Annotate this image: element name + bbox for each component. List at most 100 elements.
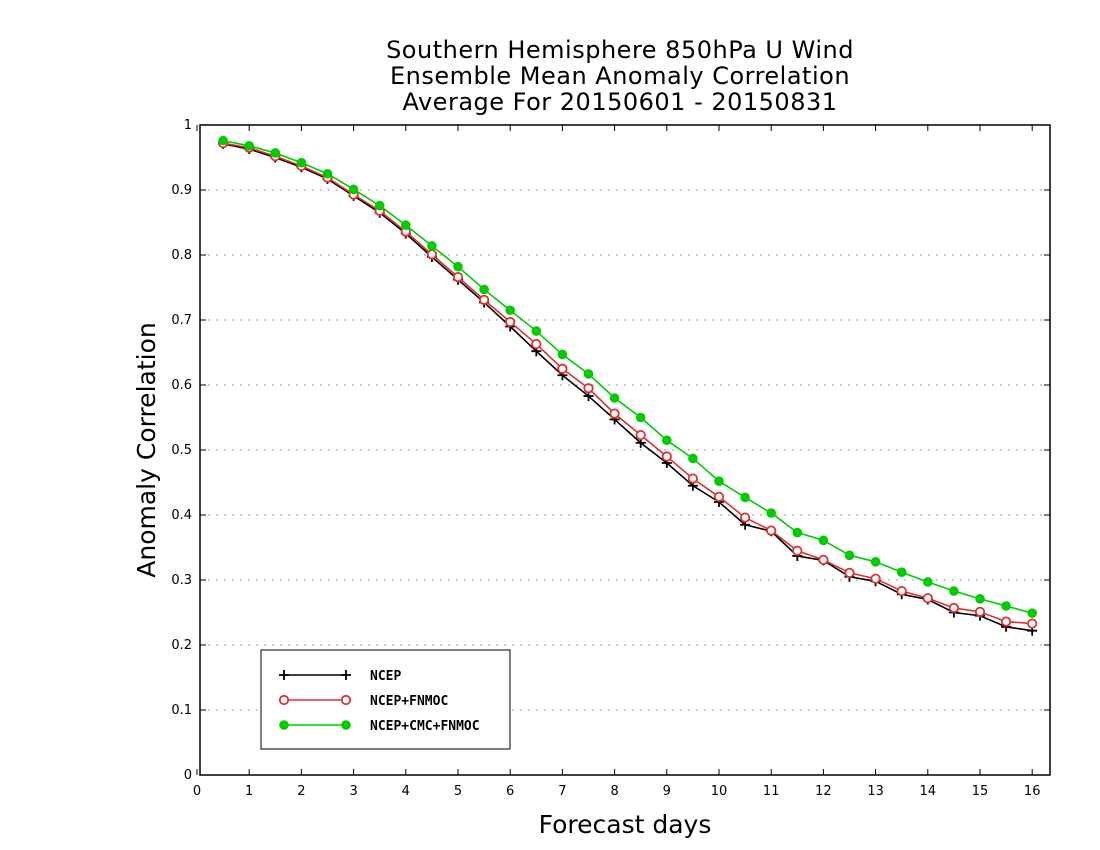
x-tick-label-13: 13 xyxy=(867,784,884,799)
data-point-ncep-fnmoc-25 xyxy=(870,573,881,584)
x-tick-label-0: 0 xyxy=(193,784,201,799)
y-tick-label-7: 0.7 xyxy=(171,313,192,328)
x-tick-label-11: 11 xyxy=(763,784,780,799)
x-tick-label-10: 10 xyxy=(711,784,728,799)
x-tick-label-7: 7 xyxy=(558,784,566,799)
data-point-ncep-cmc-fnmoc-9 xyxy=(453,261,463,272)
data-point-ncep-cmc-fnmoc-23 xyxy=(818,535,829,546)
x-tick-label-1: 1 xyxy=(245,784,253,799)
data-point-ncep-cmc-fnmoc-26 xyxy=(896,567,907,577)
legend-label-ncep-fnmoc: NCEP+FNMOC xyxy=(370,694,448,709)
x-tick-label-8: 8 xyxy=(610,784,618,799)
data-point-ncep-cmc-fnmoc-1 xyxy=(244,141,254,151)
y-tick-label-1: 0.1 xyxy=(171,703,192,718)
data-point-ncep-fnmoc-9 xyxy=(452,271,464,283)
data-point-ncep-cmc-fnmoc-20 xyxy=(740,492,750,503)
data-point-ncep-fnmoc-13 xyxy=(557,363,568,374)
y-axis-label: Anomaly Correlation xyxy=(132,322,161,577)
x-tick-label-16: 16 xyxy=(1024,784,1041,799)
data-point-ncep-fnmoc-18 xyxy=(687,473,699,484)
y-tick-label-6: 0.6 xyxy=(171,378,192,393)
y-tick-label-2: 0.2 xyxy=(171,638,192,653)
data-point-ncep-cmc-fnmoc-14 xyxy=(583,369,594,379)
data-point-ncep-fnmoc-17 xyxy=(661,451,672,462)
legend-marker-start-ncep-cmc-fnmoc xyxy=(279,720,289,730)
x-tick-label-2: 2 xyxy=(297,784,305,799)
data-point-ncep-fnmoc-21 xyxy=(766,525,777,536)
grid-lines xyxy=(200,189,1050,711)
series-group xyxy=(218,135,1038,636)
data-point-ncep-fnmoc-19 xyxy=(713,491,725,502)
series-ncep-cmc-fnmoc xyxy=(218,135,1037,618)
data-point-ncep-fnmoc-26 xyxy=(896,585,907,597)
x-tick-label-9: 9 xyxy=(663,784,671,799)
y-tick-label-0: 0 xyxy=(184,768,192,783)
data-point-ncep-cmc-fnmoc-6 xyxy=(374,200,385,211)
data-point-ncep-fnmoc-31 xyxy=(1027,618,1038,629)
data-point-ncep-cmc-fnmoc-15 xyxy=(609,393,620,403)
x-tick-label-15: 15 xyxy=(972,784,989,799)
data-point-ncep-cmc-fnmoc-12 xyxy=(531,326,542,336)
y-tick-label-4: 0.4 xyxy=(171,508,192,523)
y-axis-ticks: 0 0.1 0.2 0.3 0.4 0.5 0.6 0.7 0.8 0.9 1 xyxy=(171,118,1050,783)
data-point-ncep-fnmoc-27 xyxy=(922,593,933,604)
data-point-ncep-cmc-fnmoc-25 xyxy=(870,557,881,567)
data-point-ncep-fnmoc-22 xyxy=(792,545,803,556)
data-point-ncep-fnmoc-11 xyxy=(505,316,516,328)
series-line-ncep-cmc-fnmoc xyxy=(222,139,1033,614)
data-point-ncep-cmc-fnmoc-24 xyxy=(844,550,855,561)
legend-marker-end-ncep xyxy=(341,670,351,680)
data-point-ncep-fnmoc-24 xyxy=(844,567,855,578)
data-point-ncep-fnmoc-15 xyxy=(609,408,620,419)
data-point-ncep-cmc-fnmoc-4 xyxy=(322,168,333,179)
series-ncep-fnmoc xyxy=(218,138,1038,629)
legend-marker-end-ncep-fnmoc xyxy=(340,694,352,706)
x-tick-label-3: 3 xyxy=(349,784,357,799)
data-point-ncep-fnmoc-29 xyxy=(974,606,986,617)
series-line-ncep xyxy=(222,143,1033,632)
data-point-ncep-cmc-fnmoc-16 xyxy=(635,412,646,423)
data-point-ncep-cmc-fnmoc-18 xyxy=(688,453,698,464)
chart-title-line-3: Average For 20150601 - 20150831 xyxy=(402,88,838,116)
data-point-ncep-cmc-fnmoc-28 xyxy=(949,586,959,596)
data-point-ncep-cmc-fnmoc-27 xyxy=(923,577,933,587)
data-point-ncep-cmc-fnmoc-8 xyxy=(427,241,437,251)
data-point-ncep-cmc-fnmoc-11 xyxy=(505,305,515,316)
x-axis-label: Forecast days xyxy=(539,810,712,839)
chart-title-line-2: Ensemble Mean Anomaly Correlation xyxy=(389,62,851,90)
data-point-ncep-cmc-fnmoc-17 xyxy=(662,435,672,446)
y-tick-label-8: 0.8 xyxy=(171,248,192,263)
data-point-ncep-cmc-fnmoc-0 xyxy=(218,135,228,146)
legend-label-ncep-cmc-fnmoc: NCEP+CMC+FNMOC xyxy=(370,719,480,734)
y-tick-label-9: 0.9 xyxy=(171,183,192,198)
x-tick-label-5: 5 xyxy=(454,784,462,799)
data-point-ncep-cmc-fnmoc-31 xyxy=(1027,608,1037,618)
legend-marker-start-ncep xyxy=(279,670,289,680)
data-point-ncep-cmc-fnmoc-13 xyxy=(557,349,568,360)
chart-title-line-1: Southern Hemisphere 850hPa U Wind xyxy=(386,36,854,64)
data-point-ncep-fnmoc-16 xyxy=(635,429,646,441)
data-point-ncep-fnmoc-8 xyxy=(426,249,437,260)
y-tick-label-3: 0.3 xyxy=(171,573,192,588)
series-line-ncep-fnmoc xyxy=(222,142,1033,625)
data-point-ncep-fnmoc-10 xyxy=(478,294,490,305)
data-point-ncep-fnmoc-23 xyxy=(818,554,829,565)
data-point-ncep-cmc-fnmoc-21 xyxy=(766,508,776,518)
data-point-ncep-cmc-fnmoc-19 xyxy=(714,476,724,487)
data-point-ncep-fnmoc-20 xyxy=(739,512,751,523)
x-tick-label-14: 14 xyxy=(920,784,937,799)
x-axis-ticks: 0 1 2 3 4 5 6 7 8 9 10 11 12 13 14 15 16 xyxy=(193,125,1041,799)
legend-marker-end-ncep-cmc-fnmoc xyxy=(341,720,351,730)
data-point-ncep-cmc-fnmoc-7 xyxy=(401,220,411,230)
series-ncep xyxy=(218,138,1038,636)
legend-label-ncep: NCEP xyxy=(370,669,401,684)
data-point-ncep-cmc-fnmoc-22 xyxy=(792,527,803,538)
data-point-ncep-cmc-fnmoc-5 xyxy=(348,184,359,195)
legend: NCEP NCEP+FNMOC NCEP+CMC+FNMOC xyxy=(260,649,511,750)
legend-marker-start-ncep-fnmoc xyxy=(278,694,290,706)
x-tick-label-4: 4 xyxy=(402,784,410,799)
data-point-ncep-fnmoc-28 xyxy=(948,602,960,614)
data-point-ncep-fnmoc-14 xyxy=(583,383,594,394)
data-point-ncep-fnmoc-12 xyxy=(531,338,542,350)
